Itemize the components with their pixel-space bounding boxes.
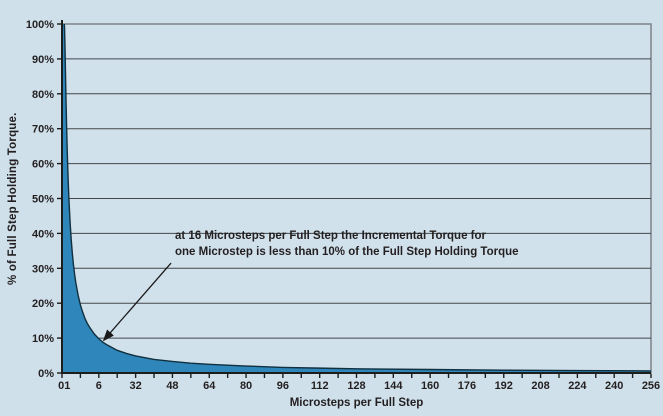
svg-text:70%: 70% xyxy=(32,124,54,136)
svg-text:50%: 50% xyxy=(32,194,54,206)
annotation-arrow xyxy=(102,262,172,342)
svg-text:48: 48 xyxy=(166,380,178,392)
svg-text:112: 112 xyxy=(311,380,329,392)
axes xyxy=(61,20,651,374)
svg-text:96: 96 xyxy=(277,380,289,392)
svg-text:208: 208 xyxy=(531,380,549,392)
svg-text:0%: 0% xyxy=(38,368,54,380)
svg-text:20%: 20% xyxy=(32,298,54,310)
svg-text:192: 192 xyxy=(495,380,513,392)
svg-text:30%: 30% xyxy=(32,263,54,275)
svg-text:80%: 80% xyxy=(32,89,54,101)
svg-text:64: 64 xyxy=(203,380,216,392)
svg-text:60%: 60% xyxy=(32,159,54,171)
y-ticks xyxy=(57,23,62,374)
chart-annotation: at 16 Microsteps per Full Step the Incre… xyxy=(175,228,645,260)
x-tick-labels: 01 6 32 48 64 80 96 112 128 144 160 176 192 208 224 240… xyxy=(58,380,660,392)
svg-text:6: 6 xyxy=(96,380,102,392)
svg-text:90%: 90% xyxy=(32,54,54,66)
svg-text:128: 128 xyxy=(347,380,365,392)
svg-text:100%: 100% xyxy=(26,19,54,31)
y-tick-labels: 0% 10% 20% 30% 40% 50% 60% 70% 80% 90% 100% xyxy=(26,19,54,380)
svg-text:144: 144 xyxy=(384,380,403,392)
svg-text:176: 176 xyxy=(458,380,476,392)
y-gridlines xyxy=(62,58,651,339)
svg-text:160: 160 xyxy=(421,380,439,392)
svg-text:40%: 40% xyxy=(32,228,54,240)
y-axis-title: % of Full Step Holding Torque. xyxy=(7,112,19,285)
x-ticks xyxy=(61,374,652,378)
torque-curve xyxy=(63,23,652,372)
annotation-line-2: one Microstep is less than 10% of the Fu… xyxy=(175,246,519,258)
annotation-line-1: at 16 Microsteps per Full Step the Incre… xyxy=(175,230,486,242)
svg-text:256: 256 xyxy=(642,380,660,392)
svg-text:240: 240 xyxy=(605,380,623,392)
svg-text:32: 32 xyxy=(130,380,142,392)
svg-text:10%: 10% xyxy=(32,333,54,345)
svg-text:01: 01 xyxy=(58,380,70,392)
x-axis-title: Microsteps per Full Step xyxy=(289,397,424,409)
svg-text:80: 80 xyxy=(240,380,252,392)
svg-text:224: 224 xyxy=(568,380,587,392)
